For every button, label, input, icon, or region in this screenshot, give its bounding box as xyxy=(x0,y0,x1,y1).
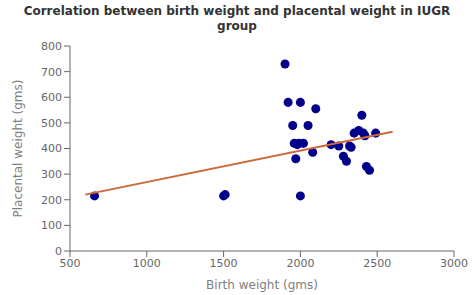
svg-text:0: 0 xyxy=(55,245,62,258)
svg-text:2500: 2500 xyxy=(363,257,391,270)
html-text:Correlation between birth weig: Correlation between birth weight and pla… xyxy=(23,4,451,18)
svg-text:1000: 1000 xyxy=(133,257,161,270)
svg-text:700: 700 xyxy=(41,66,62,79)
svg-text:800: 800 xyxy=(41,40,62,53)
html-text:group: group xyxy=(217,19,257,33)
svg-text:500: 500 xyxy=(41,117,62,130)
svg-text:2000: 2000 xyxy=(286,257,314,270)
svg-text:500: 500 xyxy=(60,257,81,270)
svg-text:600: 600 xyxy=(41,91,62,104)
svg-text:100: 100 xyxy=(41,219,62,232)
svg-text:Placental weight (gms): Placental weight (gms) xyxy=(11,80,25,218)
svg-text:Birth weight (gms): Birth weight (gms) xyxy=(206,278,318,292)
svg-text:300: 300 xyxy=(41,168,62,181)
svg-text:200: 200 xyxy=(41,194,62,207)
svg-text:400: 400 xyxy=(41,142,62,155)
svg-text:1500: 1500 xyxy=(210,257,238,270)
svg-text:3000: 3000 xyxy=(440,257,466,270)
